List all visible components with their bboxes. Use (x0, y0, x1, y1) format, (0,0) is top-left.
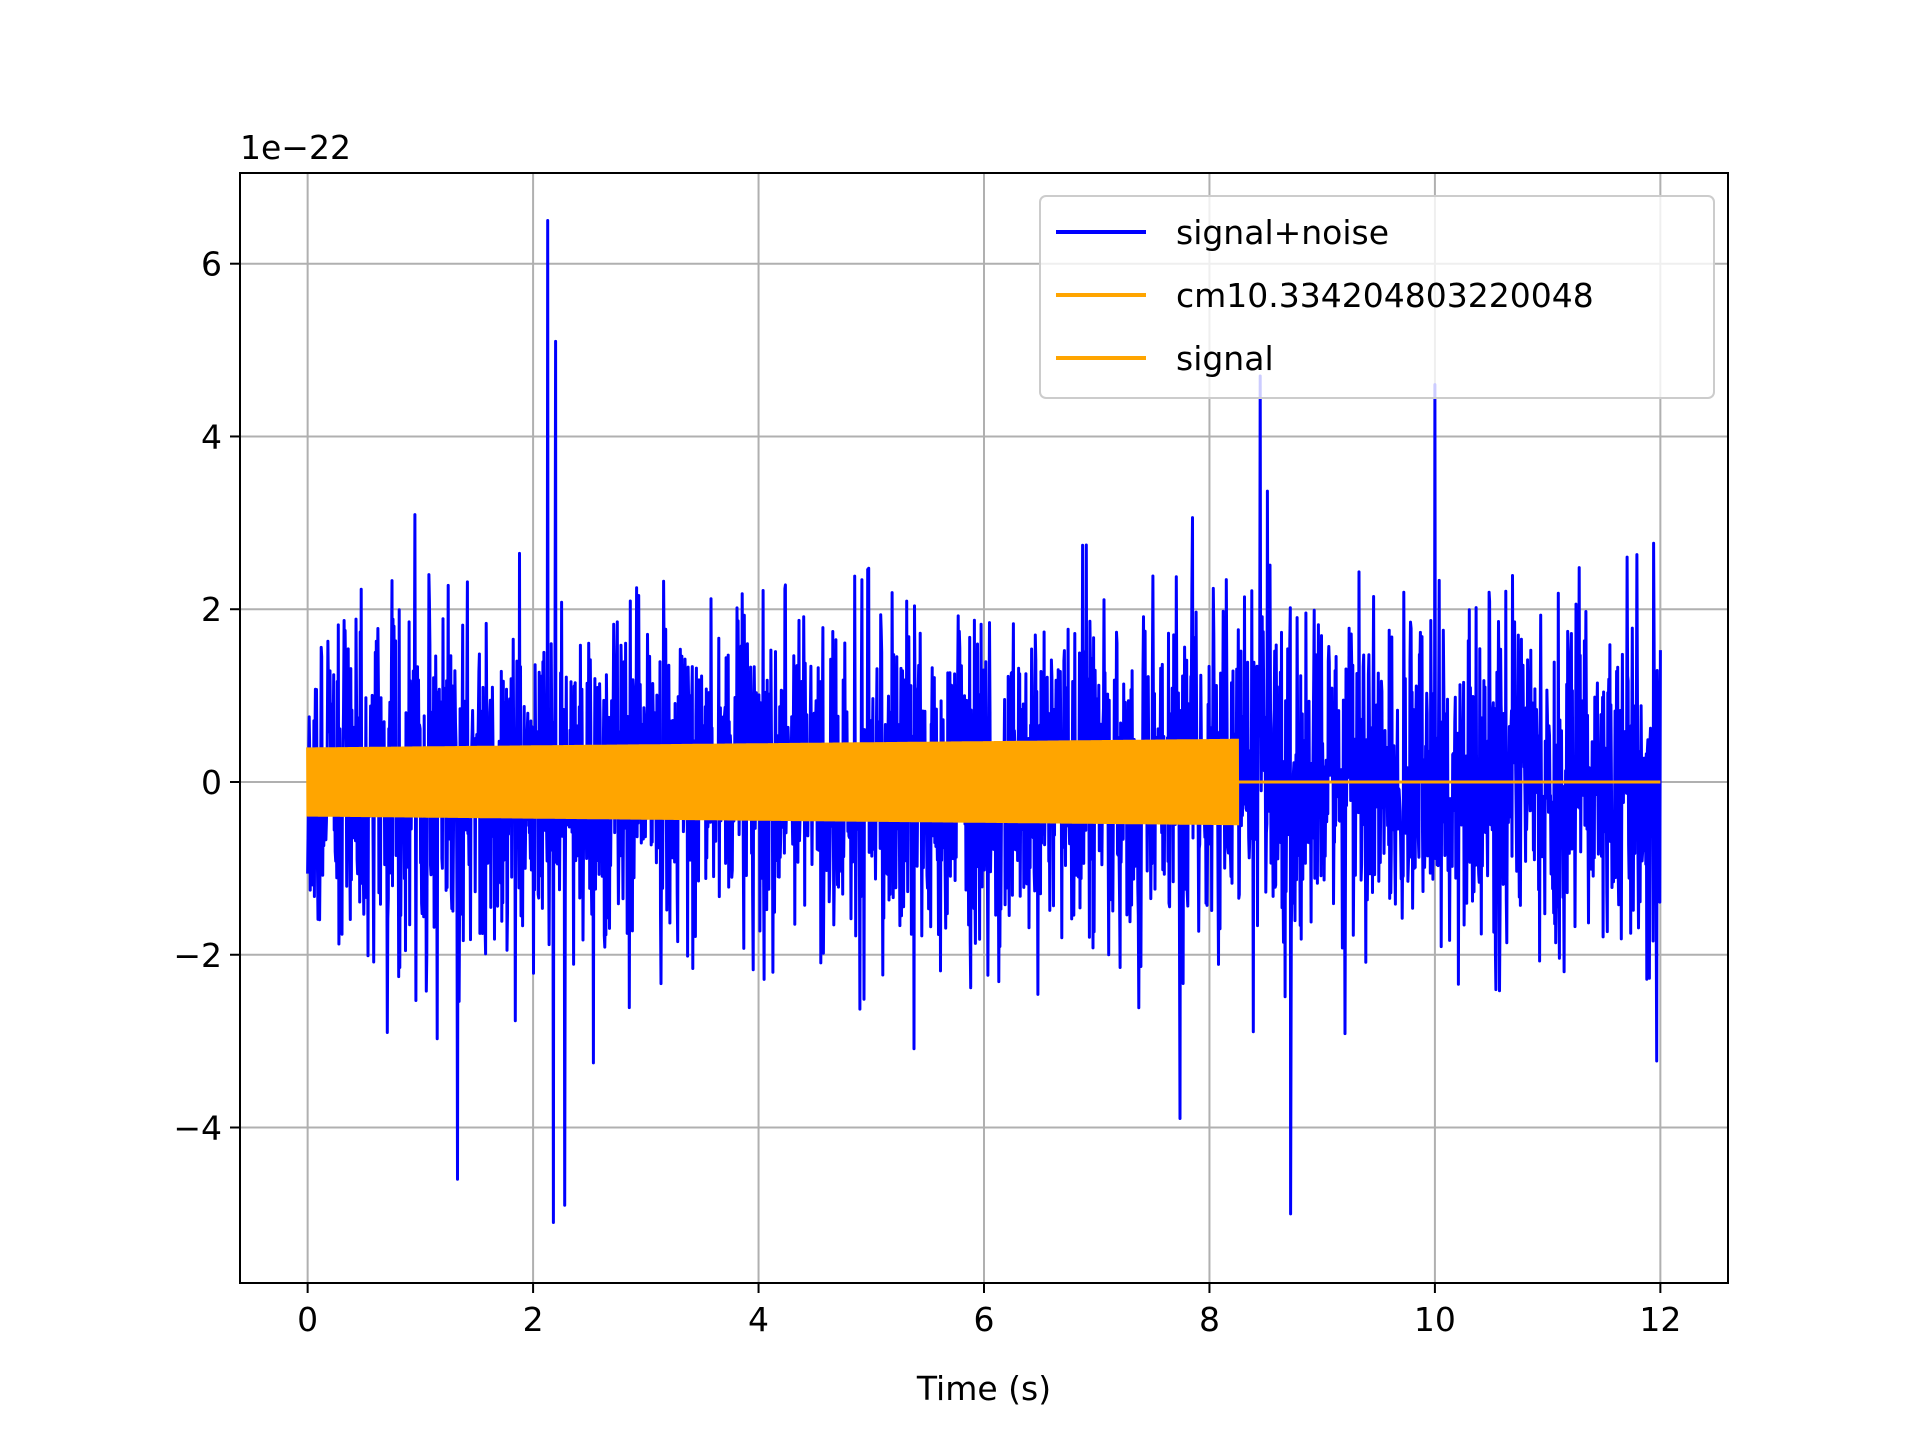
legend-label: cm10.334204803220048 (1176, 276, 1594, 315)
legend-box (1039, 195, 1715, 399)
y-offset-label: 1e−22 (240, 128, 351, 167)
x-tick-label: 10 (1414, 1300, 1456, 1339)
y-tick-label: 6 (201, 245, 222, 284)
legend-label: signal (1176, 339, 1274, 378)
series-signal-line (306, 738, 1240, 826)
x-tick-label: 6 (974, 1300, 995, 1339)
y-tick-label: 2 (201, 590, 222, 629)
x-axis-label: Time (s) (916, 1369, 1051, 1408)
legend: signal+noise cm10.334204803220048 signal (1039, 195, 1715, 399)
ticks: 0 2 4 6 8 10 12 −4 −2 0 2 4 6 (173, 245, 1681, 1339)
x-tick-label: 4 (748, 1300, 769, 1339)
y-tick-label: −2 (173, 936, 222, 975)
y-tick-label: 4 (201, 417, 222, 456)
y-tick-label: 0 (201, 763, 222, 802)
y-tick-label: −4 (173, 1109, 222, 1148)
data-layer (306, 219, 1662, 1224)
x-tick-label: 8 (1199, 1300, 1220, 1339)
x-tick-label: 0 (297, 1300, 318, 1339)
x-tick-label: 12 (1639, 1300, 1681, 1339)
x-tick-label: 2 (523, 1300, 544, 1339)
legend-label: signal+noise (1176, 213, 1389, 252)
